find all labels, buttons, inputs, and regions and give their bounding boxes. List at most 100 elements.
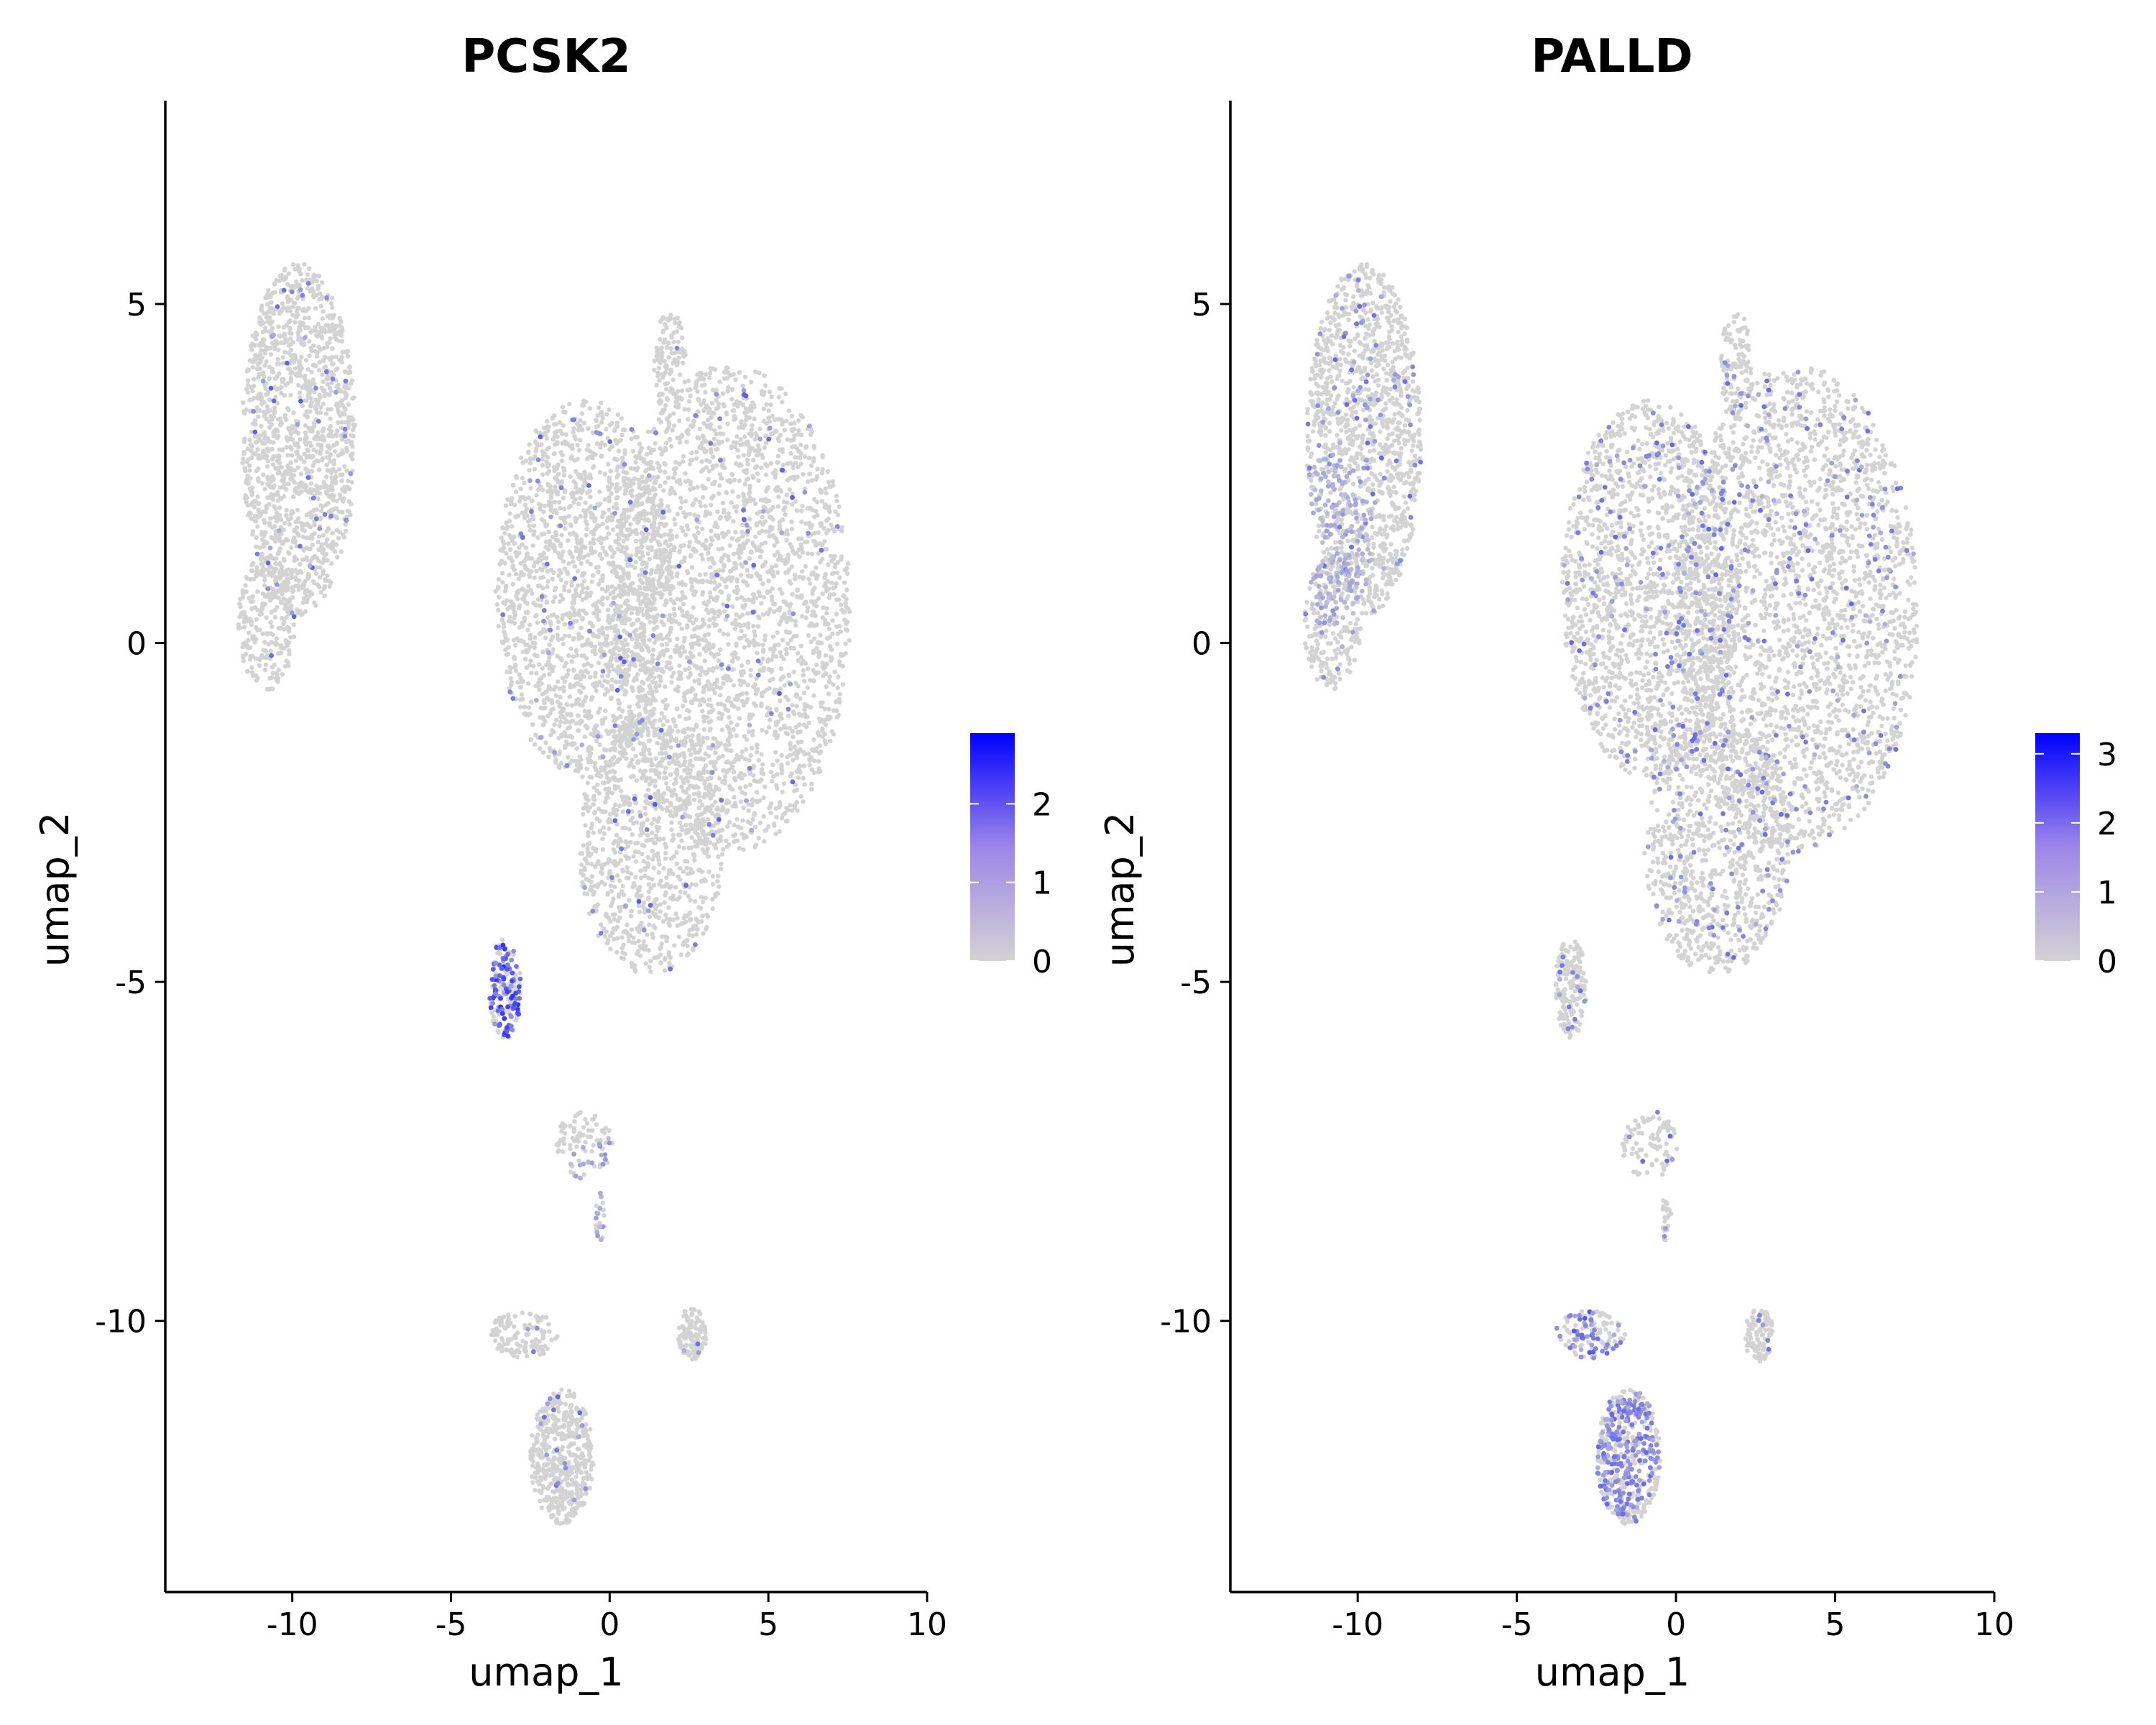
cell-point: [527, 442, 532, 447]
cell-point: [507, 615, 512, 620]
cell-point: [282, 606, 287, 612]
cell-point: [331, 458, 336, 463]
cell-point: [766, 579, 771, 584]
cell-point: [725, 576, 730, 581]
cell-point: [734, 753, 740, 758]
cell-point: [687, 511, 693, 517]
cell-point: [769, 801, 774, 806]
cell-point: [752, 416, 757, 422]
cell-point: [677, 549, 682, 554]
cell-point: [326, 543, 331, 548]
cell-point: [778, 677, 783, 682]
cell-point: [272, 504, 277, 509]
cell-point: [695, 484, 700, 490]
cell-point: [609, 625, 614, 630]
cell-point: [540, 487, 545, 492]
cell-point: [755, 471, 760, 477]
cell-point: [692, 678, 697, 684]
cell-point: [767, 533, 772, 538]
cell-point: [265, 390, 271, 395]
cell-point: [789, 413, 795, 419]
cell-point: [716, 546, 721, 552]
cell-point: [725, 389, 730, 394]
cell-point: [585, 586, 590, 591]
cell-point: [632, 629, 637, 635]
cell-point: [700, 637, 705, 642]
cell-point: [269, 475, 275, 481]
cell-point: [763, 784, 768, 789]
cell-point: [826, 707, 831, 712]
cell-point: [777, 607, 782, 613]
cell-point: [710, 666, 716, 671]
cell-point: [696, 530, 701, 535]
cell-point: [645, 451, 650, 457]
cell-point: [571, 637, 576, 642]
cell-point: [331, 361, 336, 367]
cell-point: [777, 800, 783, 805]
cell-point: [291, 634, 297, 640]
cell-point: [323, 489, 329, 494]
cell-point: [826, 626, 832, 632]
cell-point: [666, 559, 672, 564]
cell-point: [731, 408, 737, 413]
cell-point: [741, 469, 747, 474]
cell-point: [794, 704, 799, 709]
cell-point: [789, 526, 795, 532]
cell-point: [706, 679, 711, 684]
cell-point: [584, 533, 589, 538]
cell-point: [737, 692, 742, 698]
cell-point: [540, 649, 546, 654]
cell-point: [272, 410, 277, 415]
cell-point: [739, 419, 744, 424]
cell-point: [300, 296, 305, 302]
cell-point: [834, 570, 840, 576]
cell-point: [707, 375, 712, 380]
cell-point: [288, 466, 294, 471]
cell-point: [254, 535, 259, 540]
cell-point: [258, 569, 263, 574]
cell-point: [833, 562, 838, 567]
cell-point: [270, 686, 275, 691]
cell-point: [305, 523, 311, 528]
cell-point: [348, 381, 354, 386]
cell-point: [321, 309, 326, 314]
cell-point: [837, 575, 842, 580]
cell-point: [238, 597, 243, 602]
cell-point: [255, 367, 260, 372]
cell-point: [811, 748, 816, 754]
cell-point: [250, 334, 255, 339]
cell-point: [259, 355, 264, 360]
cell-point: [310, 579, 315, 584]
cell-point: [783, 391, 788, 397]
cell-point: [272, 405, 277, 410]
cell-point: [763, 472, 769, 477]
cell-point: [296, 584, 301, 589]
cell-point: [822, 617, 828, 622]
cell-point: [752, 629, 757, 635]
cell-point: [768, 810, 773, 816]
cell-point: [749, 574, 754, 579]
cell-point: [732, 626, 738, 632]
cell-point: [775, 786, 780, 791]
cell-point: [763, 383, 768, 388]
cell-point: [299, 489, 304, 494]
cell-point: [310, 555, 315, 560]
cell-point: [792, 744, 798, 750]
cell-point: [746, 442, 751, 447]
cell-point: [295, 295, 300, 301]
cell-point: [340, 397, 345, 402]
cell-point: [761, 795, 766, 801]
cell-point: [788, 602, 793, 607]
cell-point: [269, 610, 275, 615]
cell-point: [680, 589, 685, 595]
cell-point: [725, 421, 730, 426]
cell-point: [809, 551, 815, 556]
cell-point: [770, 533, 776, 538]
cell-point: [742, 645, 747, 650]
cell-point: [308, 428, 313, 433]
cell-point: [659, 620, 664, 625]
cell-point: [717, 483, 722, 488]
cell-point: [339, 437, 345, 442]
cell-point: [240, 654, 246, 660]
cell-point: [288, 575, 294, 581]
